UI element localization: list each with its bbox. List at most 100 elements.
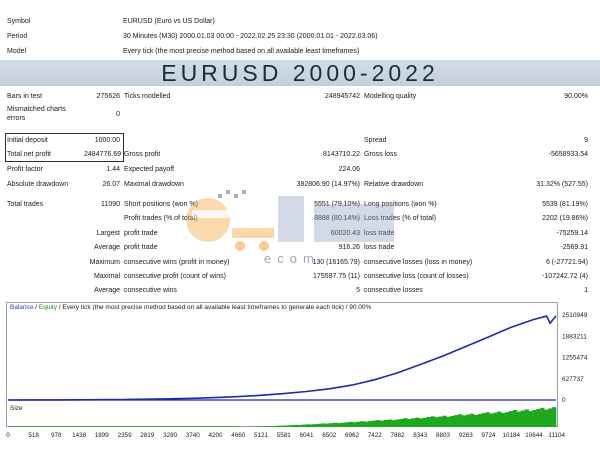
initial-deposit-value: 1000.00: [94, 137, 120, 144]
size-bar: [227, 426, 232, 427]
size-bar: [231, 426, 236, 427]
avg-cons-wins-label: consecutive wins: [124, 287, 177, 294]
size-bar: [109, 426, 114, 427]
size-bar: [368, 421, 373, 427]
y-tick-label: 2510949: [562, 312, 588, 319]
size-bar: [35, 426, 40, 427]
symbol-label: Symbol: [7, 18, 31, 25]
size-label: Size: [10, 405, 23, 412]
size-bar: [113, 426, 118, 427]
size-bar: [375, 420, 381, 427]
x-tick-label: 3280: [163, 432, 178, 439]
size-bar: [532, 410, 537, 427]
x-tick-label: 5581: [277, 432, 292, 439]
size-bar: [19, 426, 24, 427]
size-bar: [332, 422, 338, 427]
long-positions-value: 5539 (81.19%): [542, 201, 588, 208]
max-cons-wins-value: 130 (16165.79): [312, 259, 360, 266]
x-tick-label: 1438: [72, 432, 87, 439]
size-bar: [340, 422, 345, 427]
size-bar: [156, 426, 161, 427]
expected-payoff-label: Expected payoff: [124, 166, 175, 173]
loss-trades-label: Loss trades (% of total): [364, 215, 436, 222]
size-bar: [352, 422, 357, 427]
size-bar: [289, 425, 294, 427]
x-tick-label: 6962: [345, 432, 360, 439]
gross-loss-label: Gross loss: [364, 151, 398, 158]
size-bar: [285, 425, 291, 427]
size-bar: [305, 424, 310, 427]
largest-profit-value: 60020.43: [270, 229, 360, 238]
size-bar: [391, 420, 396, 427]
size-bar: [446, 416, 451, 427]
size-bar: [422, 417, 428, 427]
size-bar: [297, 424, 302, 427]
size-bar: [203, 426, 208, 427]
mismatched-value: 0: [116, 111, 120, 118]
x-tick-label: 10184: [502, 432, 520, 439]
net-profit-value: 2484776.69: [84, 151, 121, 158]
expected-payoff-value: 224.06: [338, 166, 360, 173]
size-bar: [282, 425, 287, 427]
largest-loss-label: loss trade: [364, 229, 394, 238]
size-bar: [325, 423, 330, 427]
size-bar: [266, 426, 271, 427]
x-tick-label: 4200: [208, 432, 223, 439]
size-bar: [235, 426, 240, 427]
average2-label: Average: [94, 287, 120, 294]
profit-trades-value: 8888 (80.14%): [270, 214, 360, 223]
size-bar: [336, 423, 341, 427]
profit-factor-value: 1.44: [106, 166, 120, 173]
size-bar: [262, 426, 267, 427]
max-cons-losses-label: consecutive losses (loss in money): [364, 259, 473, 266]
spread-label: Spread: [364, 137, 387, 144]
size-bar: [141, 426, 146, 427]
size-bar: [55, 426, 60, 427]
size-bar: [536, 408, 541, 427]
size-bar: [309, 424, 314, 427]
size-bar: [426, 417, 431, 427]
title-banner: EURUSD 2000-2022: [0, 60, 600, 86]
size-bar: [145, 426, 150, 427]
size-bar: [407, 418, 412, 427]
size-bar: [548, 408, 553, 427]
size-bar: [516, 411, 522, 427]
size-bar: [184, 426, 189, 427]
deposit-box: [5, 133, 124, 162]
size-bar: [195, 426, 201, 427]
x-tick-label: 9263: [459, 432, 474, 439]
size-bar: [74, 426, 79, 427]
x-tick-label: 3740: [186, 432, 201, 439]
profit-factor-label: Profit factor: [7, 166, 43, 173]
size-bar: [133, 426, 138, 427]
average-profit-label: profit trade: [124, 244, 158, 251]
size-bar: [544, 409, 549, 427]
size-bar: [454, 415, 459, 427]
balance-line: [7, 315, 557, 401]
size-bar: [497, 411, 502, 427]
banner-title: EURUSD 2000-2022: [161, 59, 439, 86]
size-bar: [98, 426, 103, 427]
ticks-modelled-value: 248945742: [324, 93, 360, 100]
y-tick-label: 0: [562, 397, 566, 404]
size-bar: [86, 426, 91, 427]
largest-label: Largest: [96, 230, 120, 237]
long-positions-label: Long positions (won %): [364, 201, 437, 208]
size-bar: [168, 426, 173, 427]
size-bar: [512, 410, 518, 427]
size-bar: [164, 426, 169, 427]
size-bar: [364, 421, 369, 427]
initial-deposit-label: Initial deposit: [7, 137, 48, 144]
max-cons-losses-value: 6 (-27721.94): [545, 259, 588, 266]
chart-legend: Balance / Equity / Every tick (the most …: [10, 303, 371, 312]
short-positions-value: 5551 (79.10%): [270, 200, 360, 209]
maximum-label: Maximum: [89, 259, 120, 266]
size-bar: [180, 426, 185, 427]
size-bar: [383, 420, 388, 427]
size-bar: [152, 426, 157, 427]
size-bar: [15, 426, 20, 427]
size-bar: [317, 423, 322, 427]
x-tick-label: 2359: [118, 432, 133, 439]
size-bar: [23, 426, 28, 427]
